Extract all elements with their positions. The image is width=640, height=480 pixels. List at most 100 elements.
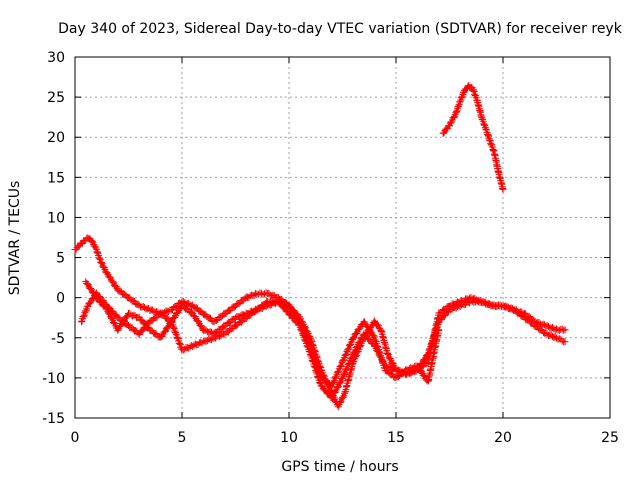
data-point (345, 360, 353, 368)
x-tick-labels: 0 5 10 15 20 25 (71, 430, 619, 446)
data-point (488, 301, 496, 309)
data-point (106, 273, 114, 281)
data-point (560, 326, 568, 334)
data-point (487, 139, 495, 147)
data-point (484, 131, 492, 139)
data-point (450, 113, 458, 121)
data-point (97, 258, 105, 266)
data-point (490, 147, 498, 155)
data-point (329, 393, 337, 401)
x-axis-label: GPS time / hours (281, 459, 398, 475)
data-point (300, 331, 308, 339)
data-point (80, 312, 88, 320)
series-track-c (82, 278, 569, 402)
data-point (342, 351, 350, 359)
data-point (161, 328, 169, 336)
data-point (334, 384, 342, 392)
data-point (112, 282, 120, 290)
series-track-b (77, 289, 443, 391)
data-point (370, 332, 378, 340)
data-point (105, 309, 113, 317)
data-point (164, 323, 172, 331)
data-point (373, 347, 381, 355)
y-axis-label: SDTVAR / TECUs (7, 181, 23, 296)
data-point (83, 280, 91, 288)
data-point (455, 102, 463, 110)
data-point (334, 368, 342, 376)
data-point (93, 294, 101, 302)
data-point (330, 378, 338, 386)
data-point (96, 255, 104, 263)
data-point (96, 254, 104, 262)
data-point (297, 326, 305, 334)
data-point (489, 146, 497, 154)
data-point (462, 85, 470, 93)
data-point (349, 334, 357, 342)
data-point (561, 338, 569, 346)
data-point (344, 346, 352, 354)
data-point (92, 244, 100, 252)
data-point (82, 307, 90, 315)
x-tick-label: 25 (601, 430, 619, 446)
data-point (561, 326, 569, 334)
data-point (171, 327, 179, 335)
data-point (291, 310, 299, 318)
series-track-d (439, 82, 507, 193)
data-point (114, 326, 122, 334)
y-tick-label: 5 (56, 251, 65, 267)
data-point (176, 340, 184, 348)
data-point (304, 342, 312, 350)
x-tick-label: 0 (71, 430, 80, 446)
y-tick-label: -10 (42, 371, 65, 387)
y-tick-labels: -15 -10 -5 0 5 10 15 20 25 30 (42, 50, 65, 427)
data-point (499, 185, 507, 193)
data-point (87, 284, 95, 292)
plot-frame (74, 56, 611, 419)
data-point (558, 325, 566, 333)
data-point (456, 98, 464, 106)
data-point (339, 393, 347, 401)
data-point (81, 308, 89, 316)
data-point (558, 337, 566, 345)
data-point (171, 314, 179, 322)
x-tick-label: 20 (494, 430, 512, 446)
data-point (356, 338, 364, 346)
y-tick-label: -15 (42, 411, 65, 427)
data-point (333, 368, 341, 376)
data-point (290, 314, 298, 322)
y-tick-label: -5 (51, 331, 65, 347)
axis-ticks (74, 56, 611, 419)
data-point (480, 120, 488, 128)
data-point (252, 290, 260, 298)
data-point (340, 370, 348, 378)
data-point (336, 398, 344, 406)
data-marks (71, 82, 569, 411)
data-point (108, 314, 116, 322)
data-point (325, 390, 333, 398)
data-point (353, 343, 361, 351)
data-point (191, 313, 199, 321)
data-point (166, 319, 174, 327)
data-point (376, 352, 384, 360)
x-tick-label: 10 (280, 430, 298, 446)
data-point (138, 327, 146, 335)
y-tick-label: 20 (47, 130, 65, 146)
chart-title: Day 340 of 2023, Sidereal Day-to-day VTE… (58, 21, 623, 37)
data-point (120, 317, 128, 325)
data-point (88, 237, 96, 245)
data-point (386, 355, 394, 363)
data-point (197, 322, 205, 330)
data-point (86, 299, 94, 307)
data-point (339, 357, 346, 365)
y-tick-label: 0 (56, 291, 65, 307)
data-point (470, 86, 478, 94)
data-point (259, 290, 267, 298)
data-point (344, 360, 352, 368)
data-point (87, 236, 95, 244)
y-tick-label: 15 (47, 170, 65, 186)
data-point (100, 264, 108, 272)
data-point (457, 94, 465, 102)
data-point (93, 249, 101, 257)
data-point (123, 313, 131, 321)
